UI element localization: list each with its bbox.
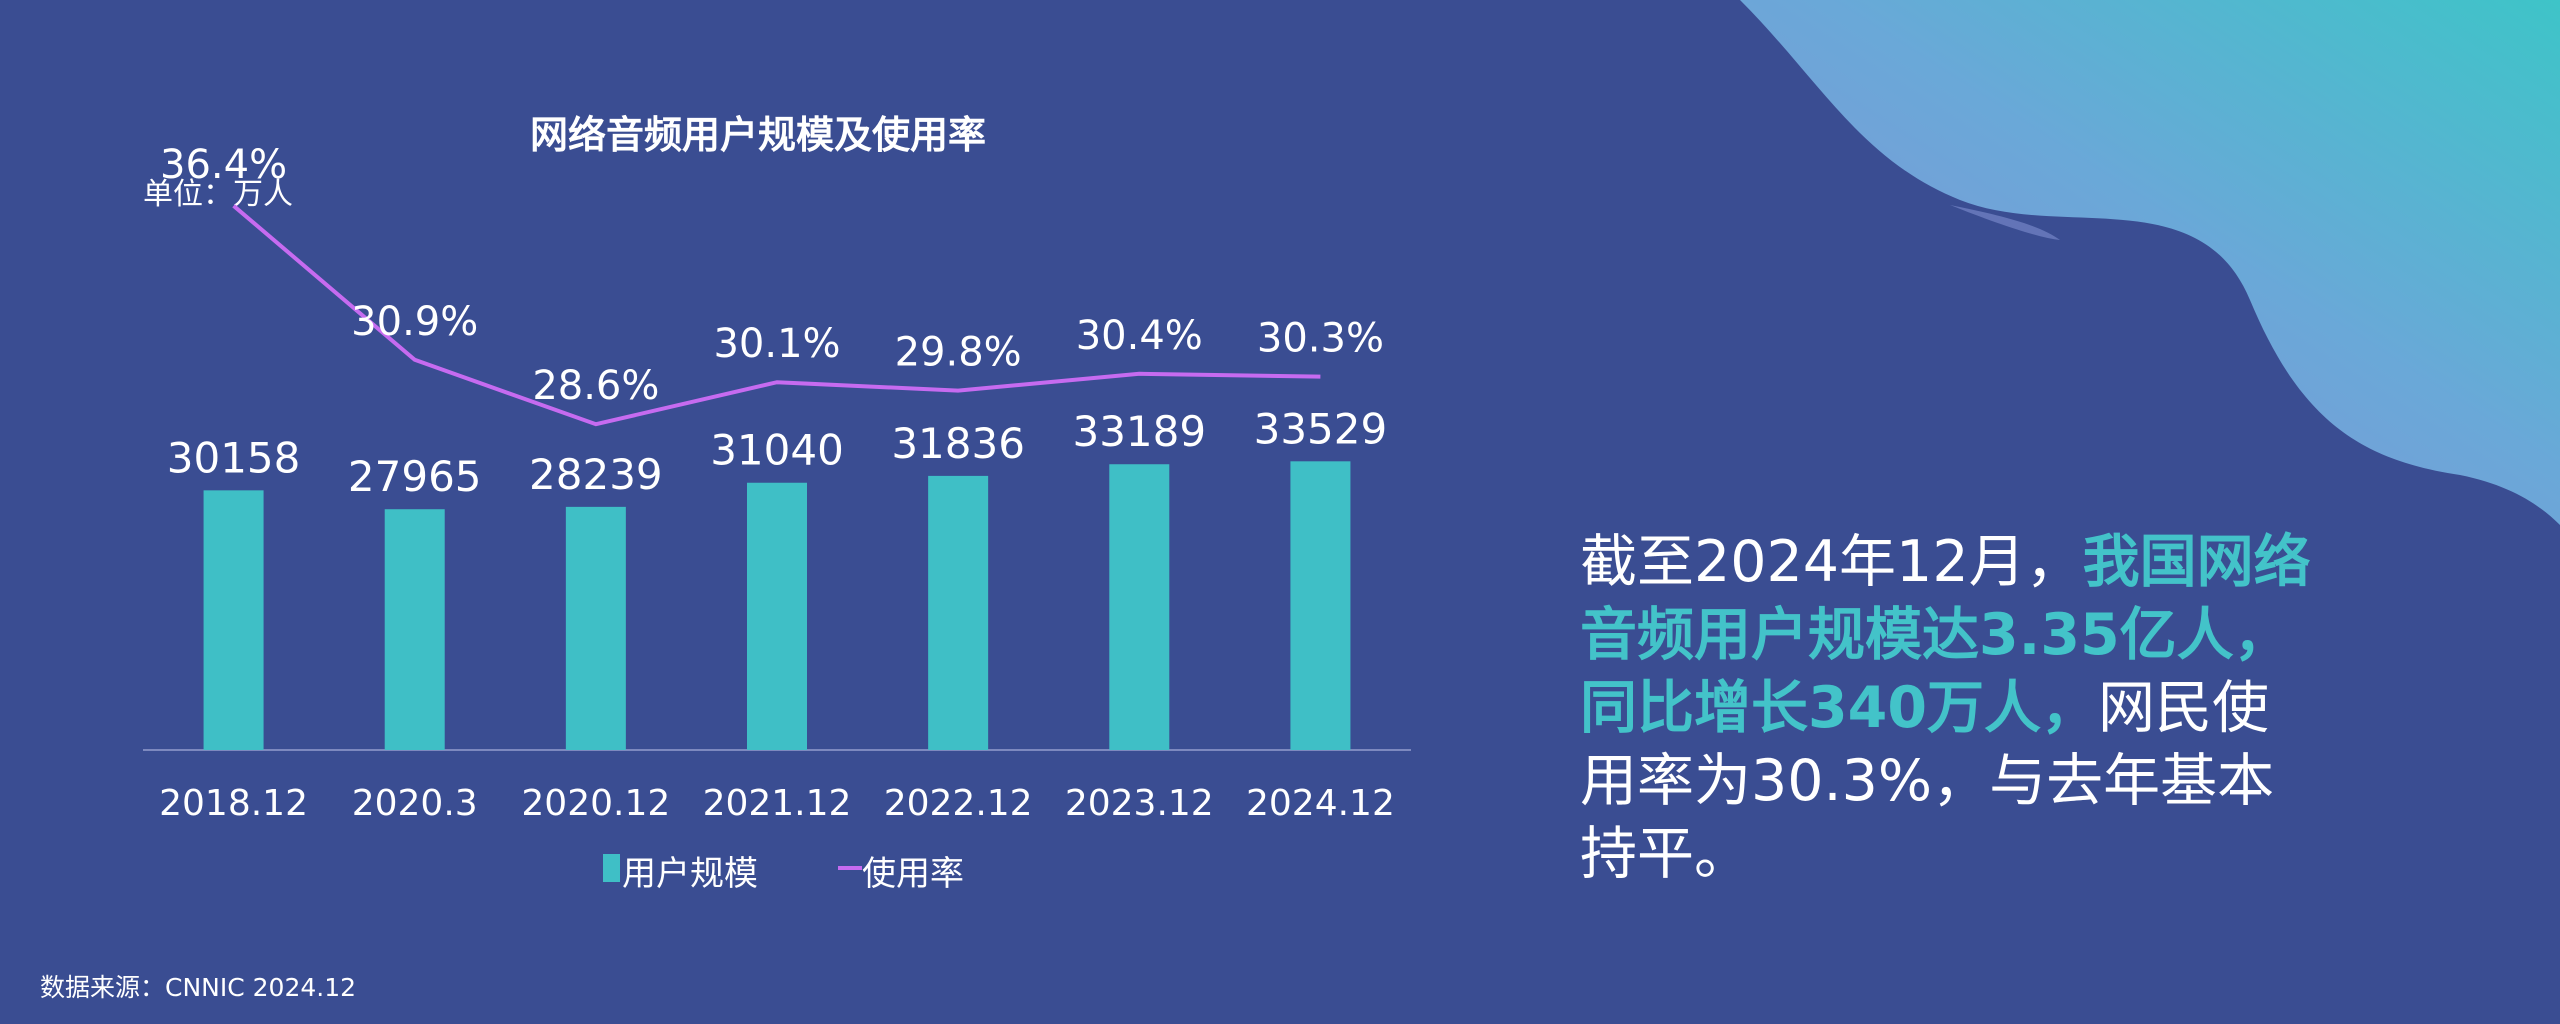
summary-text: 截至2024年12月，我国网络音频用户规模达3.35亿人，同比增长340万人，网… <box>1580 526 2320 891</box>
bar-2023.12 <box>1109 464 1170 750</box>
summary-part-1: 截至2024年12月， <box>1580 529 2083 595</box>
rate-value-label: 28.6% <box>532 363 659 409</box>
bar-value-label: 33189 <box>1072 407 1206 456</box>
bar-2021.12 <box>747 482 807 750</box>
bar-2022.12 <box>928 475 989 750</box>
unit-label: 单位：万人 <box>143 177 293 212</box>
user-scale-chart: 网络音频用户规模及使用率 单位：万人 30158 27965 28239 31040 3… <box>143 113 1411 894</box>
bar-2024.12 <box>1290 461 1351 750</box>
bar-2020.12 <box>565 506 626 750</box>
legend-swatch-bar <box>603 854 620 882</box>
rate-value-label: 30.1% <box>713 321 840 367</box>
data-source: 数据来源：CNNIC 2024.12 <box>40 973 357 1002</box>
rate-value-label: 36.4% <box>160 142 287 188</box>
legend-label-bar: 用户规模 <box>622 854 758 894</box>
bar-value-label: 31836 <box>891 419 1025 468</box>
rate-value-label: 30.9% <box>351 299 478 345</box>
x-tick-label: 2022.12 <box>884 783 1033 824</box>
legend-label-line: 使用率 <box>862 854 964 894</box>
x-tick-label: 2020.3 <box>352 783 478 824</box>
bar-value-label: 31040 <box>710 426 844 475</box>
bar-2020.3 <box>384 509 445 750</box>
rate-line <box>232 204 1321 427</box>
summary-highlight: 我国网络音频用户规模达3.35亿人，同比增长340万人， <box>1580 529 2311 741</box>
summary-part-3: 网民使用率为30.3%，与去年基本持平。 <box>1580 675 2275 887</box>
rate-value-label: 30.3% <box>1257 316 1384 362</box>
rate-value-label: 30.4% <box>1076 313 1203 359</box>
bar-value-label: 33529 <box>1254 404 1388 453</box>
bar-value-label: 28239 <box>529 450 663 499</box>
x-tick-label: 2021.12 <box>703 783 852 824</box>
bar-2018.12 <box>203 490 264 750</box>
x-tick-label: 2023.12 <box>1065 783 1214 824</box>
x-tick-label: 2020.12 <box>521 783 670 824</box>
chart-title: 网络音频用户规模及使用率 <box>530 113 986 157</box>
bar-value-label: 27965 <box>348 452 482 501</box>
bar-value-label: 30158 <box>167 433 301 482</box>
rate-value-label: 29.8% <box>895 330 1022 376</box>
x-tick-label: 2018.12 <box>159 783 308 824</box>
legend: 用户规模 使用率 <box>603 854 964 894</box>
x-tick-label: 2024.12 <box>1246 783 1395 824</box>
